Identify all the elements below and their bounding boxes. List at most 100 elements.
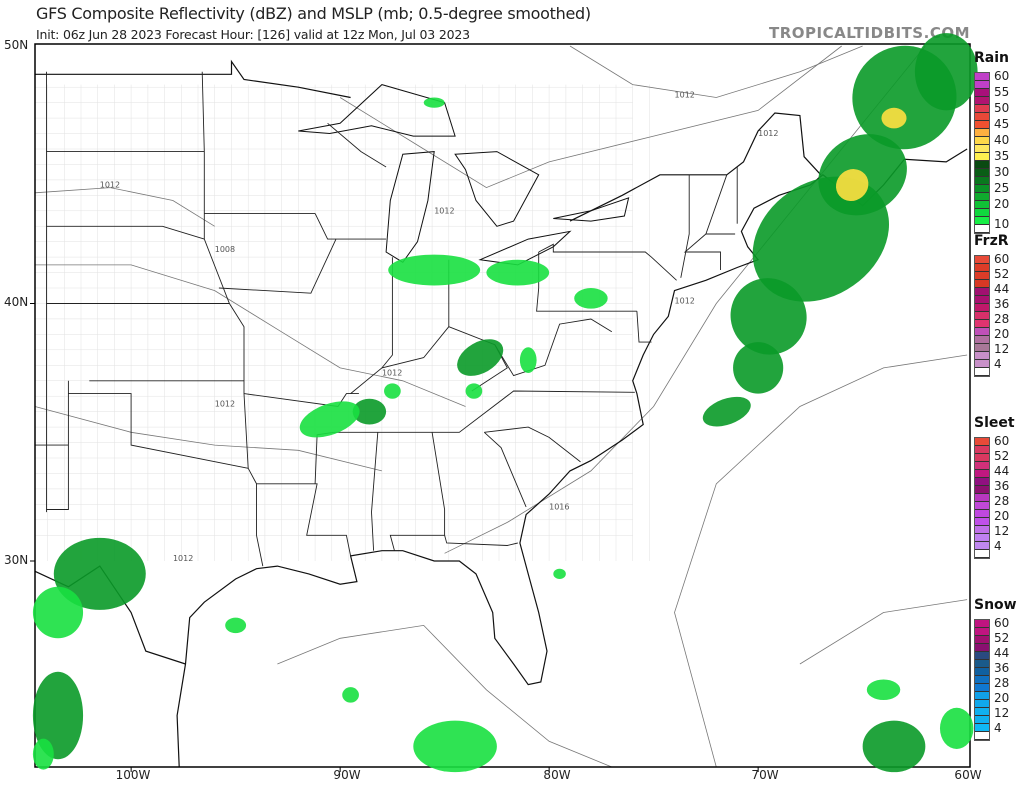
legend-title: Snow <box>974 597 1017 613</box>
lake-huron <box>454 151 540 227</box>
legend-label: 36 <box>994 478 1010 493</box>
isobar-line <box>34 187 215 227</box>
legend-swatch <box>975 280 989 288</box>
legend-label: 36 <box>994 296 1010 311</box>
legend-swatch <box>975 129 989 137</box>
legend-swatch <box>975 478 989 486</box>
precip-area <box>733 342 784 394</box>
legend-snow: Snow 60 52 44 36 28 20 12 4 <box>974 597 1017 741</box>
lat-label-30n: 30N <box>4 553 29 567</box>
legend-swatch <box>975 716 989 724</box>
legend-color-bar <box>974 619 990 741</box>
legend-swatch <box>975 288 989 296</box>
legend-swatch <box>975 73 989 81</box>
legend-swatch <box>975 518 989 526</box>
lon-label-90w: 90W <box>333 768 361 782</box>
legend-swatch <box>975 153 989 161</box>
state-border <box>46 225 205 240</box>
lake-ontario <box>553 197 630 222</box>
precip-area <box>53 537 146 610</box>
legend-swatch <box>975 296 989 304</box>
state-border <box>444 535 518 546</box>
legend-swatch <box>975 470 989 478</box>
legend-swatch <box>975 708 989 716</box>
legend-swatch <box>975 320 989 328</box>
legend-label: 44 <box>994 463 1010 478</box>
precip-area <box>519 347 537 374</box>
precip-area <box>465 383 483 399</box>
legend-label: 52 <box>994 266 1010 281</box>
state-border <box>256 483 352 556</box>
legend-swatch <box>975 185 989 193</box>
legend-swatch <box>975 193 989 201</box>
legend-swatch <box>975 644 989 652</box>
lake-superior <box>298 84 456 137</box>
legend-label: 55 <box>994 85 1010 99</box>
legend-swatch <box>975 105 989 113</box>
legend-title: FrzR <box>974 233 1009 249</box>
legend-label: 28 <box>994 675 1010 690</box>
state-border <box>683 233 736 270</box>
state-border <box>538 243 677 281</box>
legend-swatch <box>975 454 989 462</box>
precip-area <box>914 33 978 111</box>
legend-label: 35 <box>994 149 1010 163</box>
legend-title: Rain <box>974 50 1009 66</box>
legend-label: 30 <box>994 165 1010 179</box>
precip-area <box>352 398 387 425</box>
precip-area <box>881 107 907 129</box>
legend-swatch <box>975 542 989 550</box>
legend-swatch <box>975 177 989 185</box>
legend-swatch <box>975 272 989 280</box>
state-border <box>636 311 652 343</box>
legend-swatch <box>975 89 989 97</box>
state-border <box>201 71 264 567</box>
legend-swatch <box>975 161 989 169</box>
legend-swatch <box>975 526 989 534</box>
legend-label: 28 <box>994 311 1010 326</box>
state-border <box>680 174 690 278</box>
isobar-label: 1012 <box>434 206 454 215</box>
state-border <box>327 122 387 168</box>
legend-swatch <box>975 660 989 668</box>
legend-swatch <box>975 502 989 510</box>
legend-label: 36 <box>994 660 1010 675</box>
legend-label: 52 <box>994 630 1010 645</box>
state-border <box>314 213 387 240</box>
precip-area <box>384 383 401 399</box>
legend-label: 28 <box>994 493 1010 508</box>
isobar-label: 1012 <box>100 181 120 190</box>
legend-swatch <box>975 225 989 233</box>
legend-swatch <box>975 312 989 320</box>
legend-swatch <box>975 209 989 217</box>
lat-label-40n: 40N <box>4 295 29 309</box>
precip-area <box>702 396 751 427</box>
legend-swatch <box>975 121 989 129</box>
isobar-label: 1012 <box>675 297 695 306</box>
isobar-label: 1012 <box>215 400 235 409</box>
lon-label-70w: 70W <box>751 768 779 782</box>
legend-swatch <box>975 732 989 740</box>
legend-swatch <box>975 684 989 692</box>
precip-area <box>752 176 890 302</box>
legend-label: 4 <box>994 538 1002 553</box>
legend-label: 12 <box>994 341 1010 356</box>
precip-area <box>862 720 926 773</box>
precip-area <box>457 339 504 376</box>
legend-swatch <box>975 336 989 344</box>
legend-swatch <box>975 494 989 502</box>
legend-label: 20 <box>994 508 1010 523</box>
legend-label: 25 <box>994 181 1010 195</box>
precip-area <box>388 254 481 286</box>
legend-swatch <box>975 486 989 494</box>
isobar-line <box>35 264 466 407</box>
legend-frzr: FrzR 60 52 44 36 28 20 12 4 <box>974 233 1009 377</box>
legend-label: 20 <box>994 197 1010 211</box>
legend-swatch <box>975 692 989 700</box>
legend-swatch <box>975 636 989 644</box>
precip-area <box>939 707 974 749</box>
legend-swatch <box>975 668 989 676</box>
isobar-line <box>277 624 612 768</box>
lake-erie <box>478 230 572 266</box>
